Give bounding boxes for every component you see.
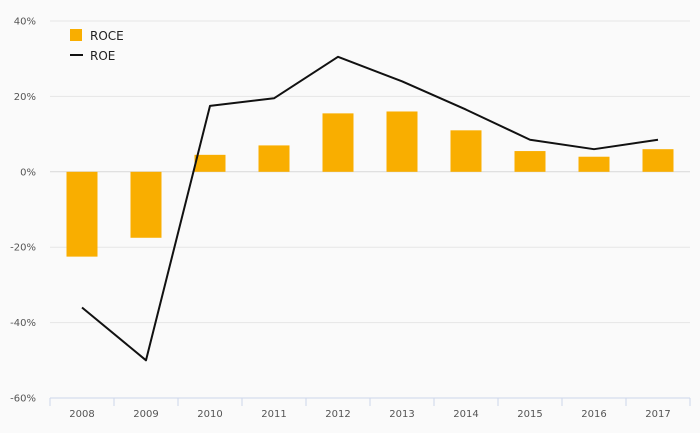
x-tick-label: 2017 [645,409,670,420]
line-roe [81,55,659,362]
x-tick-label: 2010 [197,409,222,420]
x-tick-label: 2016 [581,409,606,420]
y-tick-label: 40% [14,17,36,28]
bar-roce [66,171,98,257]
roe-line-group [81,55,659,362]
legend-label-roe: ROE [90,49,115,63]
legend: ROCE ROE [70,29,124,63]
legend-label-roce: ROCE [90,29,124,43]
x-tick-label: 2011 [261,409,286,420]
x-tick-label: 2013 [389,409,414,420]
bar-roce [642,149,674,172]
y-tick-label: -60% [10,394,36,405]
roce-bars [66,111,674,257]
legend-swatch-roce [70,29,82,41]
bar-roce [258,145,290,172]
bar-roce [322,113,354,172]
y-tick-label: 0% [20,167,36,178]
x-tick-label: 2015 [517,409,542,420]
axes: 40% 20% 0% -20% -40% -60% 2008 2009 2010 2011 2012… [10,17,691,420]
bar-roce [130,171,162,238]
x-tick-label: 2009 [133,409,158,420]
x-tick-label: 2012 [325,409,350,420]
y-tick-label: -40% [10,318,36,329]
y-tick-label: 20% [14,92,36,103]
y-tick-label: -20% [10,243,36,254]
x-tick-label: 2008 [69,409,94,420]
bar-roce [514,151,546,172]
bar-roce [194,154,226,172]
bar-roce [386,111,418,172]
bar-roce [578,156,610,172]
x-tick-label: 2014 [453,409,478,420]
bar-roce [450,130,482,172]
